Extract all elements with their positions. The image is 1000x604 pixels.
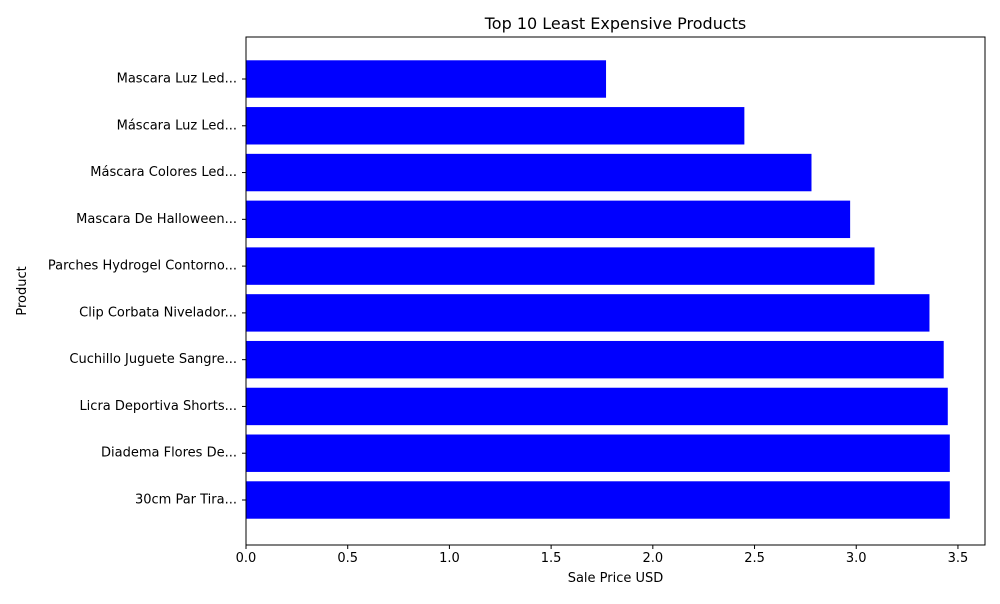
x-tick-label: 1.0	[439, 551, 460, 566]
bar	[246, 434, 950, 472]
y-tick-label: Mascara De Halloween...	[76, 212, 237, 227]
x-tick-label: 1.5	[541, 551, 562, 566]
x-tick-label: 0.5	[337, 551, 358, 566]
x-axis-ticks: 0.0 0.5 1.0 1.5 2.0 2.5 3.0 3.5	[236, 545, 969, 566]
chart-title: Top 10 Least Expensive Products	[484, 14, 747, 33]
x-tick-label: 2.0	[642, 551, 663, 566]
y-tick-label: 30cm Par Tira...	[135, 493, 237, 508]
bar	[246, 247, 875, 285]
bar	[246, 387, 948, 426]
y-axis-ticks: Mascara Luz Led... Máscara Luz Led... Másc…	[48, 72, 246, 508]
y-tick-label: Cuchillo Juguete Sangre...	[69, 352, 237, 367]
y-tick-label: Máscara Colores Led...	[90, 165, 237, 180]
bar	[246, 153, 812, 192]
x-axis-label: Sale Price USD	[568, 571, 664, 586]
y-axis-label: Product	[15, 266, 30, 315]
x-tick-label: 0.0	[236, 551, 257, 566]
y-tick-label: Licra Deportiva Shorts...	[79, 399, 237, 414]
x-tick-label: 3.5	[948, 551, 969, 566]
x-tick-label: 2.5	[744, 551, 765, 566]
bar	[246, 340, 944, 379]
y-tick-label: Mascara Luz Led...	[117, 72, 237, 87]
y-tick-label: Diadema Flores De...	[101, 446, 237, 461]
bar	[246, 107, 745, 145]
bar	[246, 200, 851, 239]
bar	[246, 294, 930, 332]
plot-frame	[245, 36, 986, 546]
y-tick-label: Parches Hydrogel Contorno...	[48, 259, 237, 274]
bar	[246, 60, 607, 98]
y-tick-label: Máscara Luz Led...	[117, 118, 237, 133]
bar	[246, 481, 950, 519]
x-tick-label: 3.0	[846, 551, 867, 566]
y-tick-label: Clip Corbata Nivelador...	[79, 305, 237, 320]
bars-layer	[246, 60, 950, 519]
